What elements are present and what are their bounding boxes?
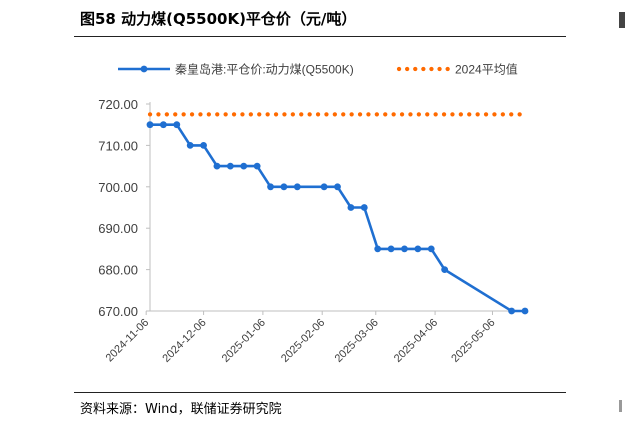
price-point xyxy=(159,121,167,129)
price-point xyxy=(427,245,435,253)
y-tick-label: 700.00 xyxy=(98,180,138,195)
price-point xyxy=(334,183,341,191)
chart-title: 图58 动力煤(Q5500K)平仓价（元/吨） xyxy=(80,10,357,28)
price-point xyxy=(267,183,274,191)
x-tick-label: 2025-04-06 xyxy=(392,317,440,365)
y-tick-label: 710.00 xyxy=(98,138,138,153)
source-note: 资料来源：Wind，联储证券研究院 xyxy=(80,402,282,417)
price-point xyxy=(441,266,449,273)
y-tick-label: 720.00 xyxy=(98,97,138,112)
x-tick-label: 2025-01-06 xyxy=(220,317,268,365)
price-point xyxy=(200,142,207,149)
price-point xyxy=(293,183,301,191)
legend: 秦皇岛港:平仓价:动力煤(Q5500K) 2024平均值 xyxy=(118,62,518,77)
price-point xyxy=(347,204,355,211)
price-point xyxy=(253,162,261,170)
y-tick-label: 690.00 xyxy=(98,221,138,236)
y-tick-label: 680.00 xyxy=(98,263,138,278)
price-point xyxy=(320,183,328,191)
price-point xyxy=(280,183,288,191)
x-tick-label: 2024-12-06 xyxy=(160,317,208,365)
price-point xyxy=(414,245,422,253)
price-point xyxy=(146,121,154,129)
legend-avg-label: 2024平均值 xyxy=(455,62,518,77)
price-point xyxy=(173,121,181,129)
price-point xyxy=(374,245,382,253)
price-point xyxy=(360,204,368,211)
price-point xyxy=(213,162,221,170)
price-point xyxy=(521,307,529,315)
adjacent-figure-edge-bottom xyxy=(619,400,622,412)
x-axis: 2024-11-06 2024-12-06 2025-01-06 2025-02-06… xyxy=(104,310,526,365)
legend-price-swatch-marker xyxy=(140,65,148,73)
price-point xyxy=(508,307,516,315)
y-axis: 720.00 710.00 700.00 690.00 680.00 670.00 xyxy=(98,97,151,319)
price-point xyxy=(401,245,408,253)
x-tick-label: 2024-11-06 xyxy=(104,317,152,365)
price-point xyxy=(186,142,194,149)
series-layer xyxy=(146,112,529,315)
x-tick-label: 2025-02-06 xyxy=(279,317,327,365)
price-point xyxy=(240,162,248,170)
price-line xyxy=(150,123,525,313)
x-tick-label: 2025-05-06 xyxy=(449,317,497,365)
x-tick-label: 2025-03-06 xyxy=(333,317,381,365)
y-tick-label: 670.00 xyxy=(98,304,138,319)
title-divider xyxy=(74,36,566,37)
price-point xyxy=(387,245,395,253)
legend-price-label: 秦皇岛港:平仓价:动力煤(Q5500K) xyxy=(175,62,354,77)
adjacent-figure-edge xyxy=(619,12,625,28)
price-point xyxy=(226,162,234,170)
source-divider xyxy=(74,392,566,393)
